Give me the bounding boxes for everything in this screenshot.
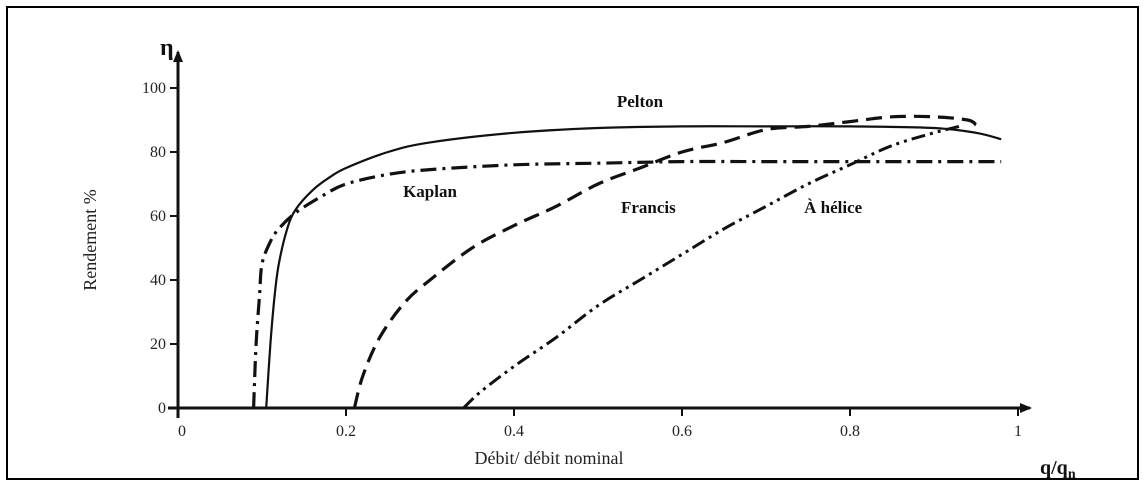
series-label: À hélice [804, 198, 863, 217]
series-line-kaplan [252, 159, 1002, 409]
series-label: Kaplan [403, 182, 457, 201]
x-tick-label: 0.2 [336, 423, 356, 440]
axes [168, 50, 1032, 418]
series-line--h-lice [462, 124, 960, 410]
y-symbol: η [160, 35, 174, 61]
series-label: Pelton [617, 92, 664, 111]
series-lines [252, 114, 1002, 410]
series-labels: Pelton Kaplan Francis À hélice [403, 92, 863, 217]
y-tick-label: 20 [150, 336, 166, 353]
y-tick-label: 0 [158, 400, 166, 417]
x-tick-label: 0.6 [672, 423, 692, 440]
series-label: Francis [621, 198, 676, 217]
y-tick-label: 60 [150, 208, 166, 225]
x-tick-label: 0.8 [840, 423, 860, 440]
x-axis-label: Débit/ débit nominal [475, 448, 624, 468]
series-line-pelton [265, 125, 1002, 409]
chart-frame [6, 6, 1139, 480]
y-tick-label: 100 [142, 80, 166, 97]
y-tick-label: 80 [150, 144, 166, 161]
x-tick-label: 1 [1014, 423, 1022, 440]
y-tick-label: 40 [150, 272, 166, 289]
labels: η Rendement % Débit/ débit nominal q/qn [80, 35, 1076, 482]
series-line-francis [352, 114, 978, 409]
x-tick-label: 0.4 [504, 423, 524, 440]
x-axis-end-label: q/qn [1040, 457, 1076, 482]
x-tick-label: 0 [178, 423, 186, 440]
ticks: 0 20 40 60 80 100 0 0.2 0.4 0.6 0.8 1 [142, 80, 1022, 440]
y-axis-label: Rendement % [80, 189, 100, 290]
